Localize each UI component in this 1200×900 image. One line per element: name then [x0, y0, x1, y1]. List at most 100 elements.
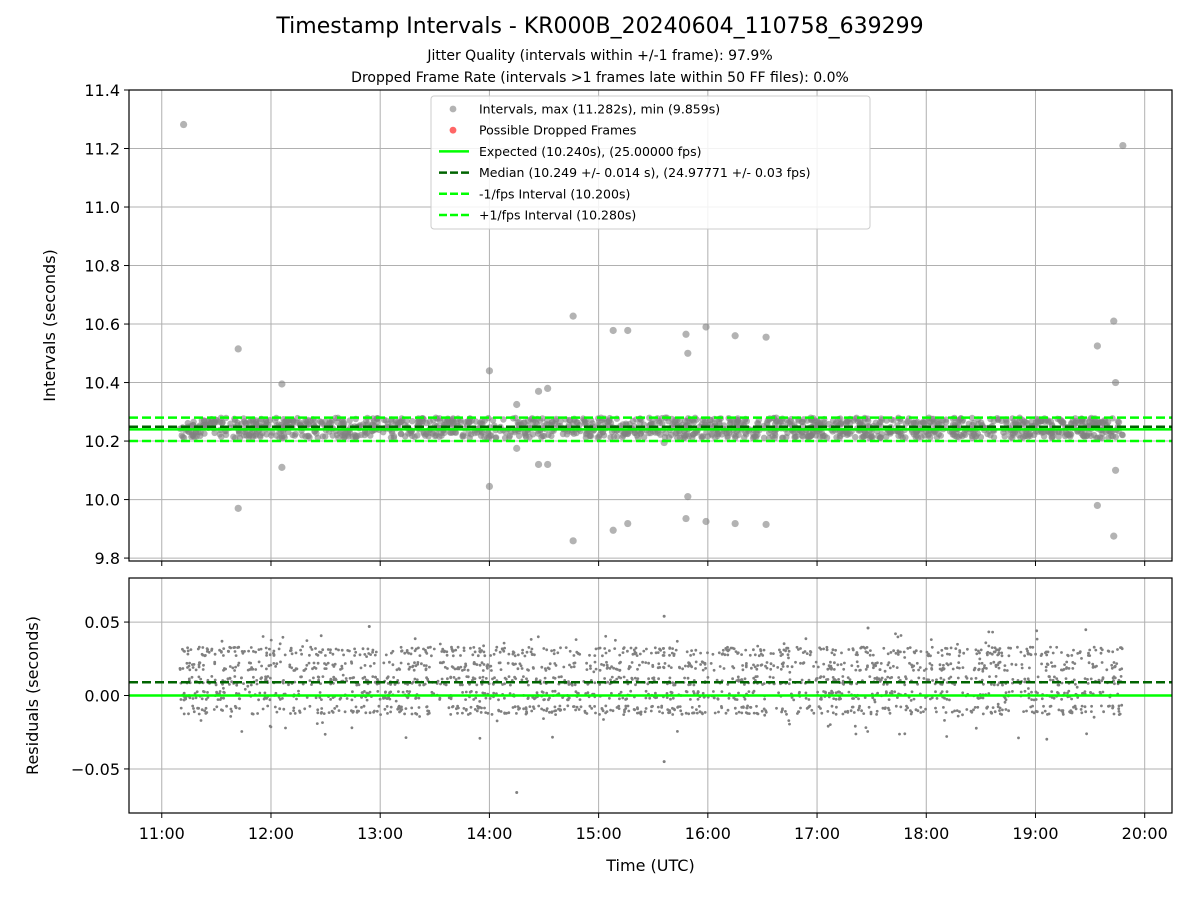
residual-point: [305, 639, 309, 642]
residual-point: [1088, 648, 1092, 652]
residual-point: [451, 654, 455, 658]
residual-point: [254, 650, 257, 654]
residual-point: [988, 651, 992, 655]
residual-point: [992, 683, 996, 687]
residual-point: [650, 651, 653, 655]
residual-point: [246, 684, 250, 688]
residual-point: [425, 705, 429, 708]
residual-point: [935, 710, 938, 714]
residual-point: [975, 652, 979, 656]
residual-point: [441, 647, 445, 651]
interval-point: [872, 419, 880, 426]
residual-point: [610, 665, 613, 668]
residual-point: [779, 650, 782, 654]
interval-point: [712, 434, 719, 442]
residual-point: [316, 661, 320, 665]
residual-point: [732, 696, 736, 700]
residual-point: [834, 648, 837, 652]
residual-point: [492, 682, 495, 686]
interval-outlier-point: [1110, 317, 1118, 325]
interval-point: [773, 418, 780, 425]
residual-point: [556, 651, 560, 655]
residual-point: [768, 675, 772, 679]
residual-point: [471, 678, 474, 682]
residual-point: [976, 705, 980, 709]
residual-point: [469, 646, 472, 650]
residual-point: [426, 677, 429, 681]
residual-point: [654, 696, 657, 700]
interval-point: [968, 414, 976, 422]
residual-point: [1023, 677, 1027, 681]
residual-point: [334, 678, 338, 682]
residual-point: [554, 713, 557, 716]
residual-point: [974, 726, 978, 730]
residual-point: [651, 676, 654, 680]
residual-point: [760, 709, 764, 713]
residual-point: [442, 660, 445, 664]
residual-point: [1045, 662, 1049, 666]
residual-point: [856, 653, 859, 657]
residual-point: [721, 648, 725, 652]
residual-point: [422, 664, 426, 667]
residual-point: [1001, 683, 1004, 687]
residual-point: [750, 666, 753, 670]
residual-point: [414, 696, 418, 700]
residual-point: [942, 667, 946, 671]
residual-point: [1046, 713, 1049, 716]
residual-point: [989, 662, 993, 665]
residual-point: [265, 651, 269, 655]
residual-point: [214, 683, 218, 687]
residual-point: [727, 696, 731, 700]
residual-point: [248, 690, 251, 694]
residual-point: [540, 690, 544, 694]
residual-point: [281, 681, 285, 685]
residual-point: [545, 707, 549, 710]
interval-point: [211, 419, 218, 426]
residual-point: [917, 676, 921, 680]
residual-point: [509, 683, 512, 687]
residual-point: [893, 690, 897, 694]
residual-point: [625, 697, 629, 701]
residual-point: [712, 668, 716, 672]
residual-point: [383, 707, 387, 711]
residual-point: [834, 697, 838, 701]
residual-point: [822, 675, 826, 679]
residual-point: [962, 651, 966, 655]
residual-point: [552, 676, 555, 680]
residual-point: [354, 705, 358, 709]
residual-point: [486, 666, 489, 670]
residual-outlier-point: [866, 626, 870, 630]
residual-point: [780, 710, 783, 714]
residual-point: [481, 675, 485, 679]
residual-point: [972, 668, 976, 672]
residual-point: [447, 706, 451, 710]
residual-point: [535, 691, 539, 695]
residual-point: [902, 650, 906, 654]
interval-point: [465, 430, 472, 437]
residual-point: [1044, 665, 1048, 669]
interval-point: [1065, 431, 1072, 438]
residual-point: [249, 683, 253, 687]
interval-point: [1038, 418, 1045, 425]
residual-point: [360, 706, 363, 709]
residual-point: [408, 665, 412, 669]
residual-point: [269, 638, 273, 642]
residual-point: [722, 667, 726, 670]
residual-point: [500, 647, 504, 651]
residual-point: [1034, 690, 1038, 694]
residual-point: [851, 647, 855, 650]
interval-point: [506, 432, 514, 439]
residual-point: [602, 663, 606, 667]
residual-point: [1078, 650, 1082, 654]
residual-point: [993, 646, 997, 650]
residual-point: [695, 711, 699, 715]
residual-point: [320, 707, 324, 710]
interval-point: [292, 430, 299, 438]
residual-point: [252, 675, 255, 679]
residual-point: [797, 648, 800, 651]
residual-point: [846, 711, 850, 714]
residual-point: [855, 660, 859, 664]
residual-point: [988, 675, 991, 678]
residual-point: [1019, 690, 1023, 694]
y-tick-label: 9.8: [95, 549, 120, 568]
